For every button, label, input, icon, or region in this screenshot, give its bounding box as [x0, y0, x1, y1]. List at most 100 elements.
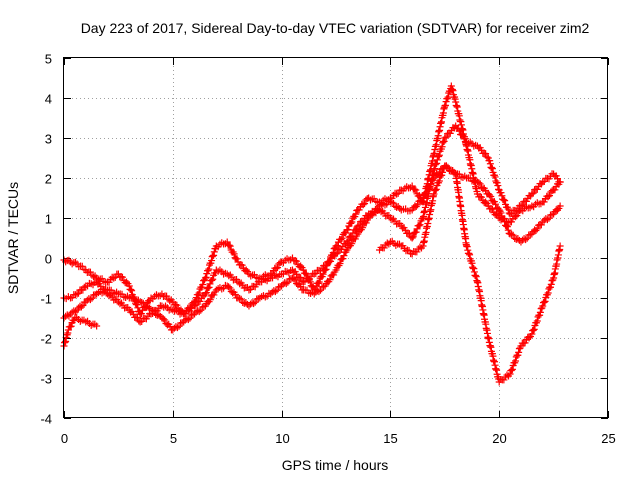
- data-point-fill: [163, 292, 171, 300]
- data-point-fill: [159, 315, 167, 323]
- data-point-fill: [166, 297, 174, 305]
- data-point-fill: [545, 214, 553, 222]
- data-point-fill: [492, 210, 500, 218]
- data-point-fill: [532, 227, 540, 235]
- data-point-fill: [431, 165, 439, 173]
- data-point-fill: [475, 179, 483, 187]
- data-point-fill: [88, 271, 96, 279]
- data-point-fill: [468, 259, 476, 267]
- data-point-fill: [71, 258, 79, 266]
- data-point-fill: [492, 200, 500, 208]
- data-point-fill: [242, 266, 250, 274]
- data-point-fill: [427, 180, 435, 188]
- data-markers: [60, 82, 564, 386]
- data-point-fill: [503, 203, 511, 211]
- data-point-fill: [533, 199, 541, 207]
- data-point-fill: [512, 357, 520, 365]
- data-point-fill: [390, 199, 398, 207]
- data-point-fill: [403, 183, 411, 191]
- data-point-fill: [551, 186, 559, 194]
- data-point-fill: [526, 204, 534, 212]
- data-point-fill: [205, 283, 213, 291]
- x-tick-label: 20: [492, 431, 506, 446]
- data-point: [528, 190, 536, 198]
- data-point-fill: [138, 298, 146, 306]
- data-point-fill: [315, 278, 323, 286]
- data-point-fill: [483, 153, 491, 161]
- data-point-fill: [282, 280, 290, 288]
- data-point-fill: [465, 249, 473, 257]
- data-point: [408, 234, 416, 242]
- data-point-fill: [487, 192, 495, 200]
- data-point-fill: [432, 185, 440, 193]
- data-point-fill: [525, 334, 533, 342]
- data-point-fill: [240, 299, 248, 307]
- data-point-fill: [470, 268, 478, 276]
- data-point-fill: [226, 284, 234, 292]
- data-point-fill: [442, 98, 450, 106]
- data-point-fill: [541, 297, 549, 305]
- data-point-fill: [316, 286, 324, 294]
- data-point: [332, 250, 340, 258]
- data-point-fill: [433, 159, 441, 167]
- data-point-fill: [504, 226, 512, 234]
- data-point-fill: [116, 300, 124, 308]
- data-point-fill: [336, 260, 344, 268]
- data-point-fill: [70, 307, 78, 315]
- data-point-fill: [339, 255, 347, 263]
- data-point-fill: [203, 270, 211, 278]
- data-point-fill: [192, 301, 200, 309]
- data-point-fill: [545, 285, 553, 293]
- x-tick-label: 0: [61, 431, 68, 446]
- data-point-fill: [274, 264, 282, 272]
- data-point-fill: [503, 371, 511, 379]
- data-point-fill: [500, 376, 508, 384]
- data-point: [556, 178, 564, 186]
- data-point-fill: [486, 160, 494, 168]
- data-point-fill: [394, 189, 402, 197]
- data-point-fill: [443, 95, 451, 103]
- data-point: [430, 166, 438, 174]
- data-point-fill: [338, 234, 346, 242]
- data-point-fill: [441, 101, 449, 109]
- data-point-fill: [127, 286, 135, 294]
- data-point-fill: [195, 308, 203, 316]
- data-point-fill: [312, 269, 320, 277]
- y-tick-label: 3: [45, 132, 52, 147]
- data-point-fill: [436, 173, 444, 181]
- data-point-fill: [75, 289, 83, 297]
- data-point-fill: [251, 298, 259, 306]
- data-point-fill: [273, 286, 281, 294]
- data-point: [125, 282, 133, 290]
- data-point-fill: [370, 209, 378, 217]
- data-point-fill: [463, 243, 471, 251]
- data-point-fill: [206, 296, 214, 304]
- data-point-fill: [501, 197, 509, 205]
- data-point-fill: [412, 186, 420, 194]
- data-point-fill: [237, 295, 245, 303]
- data-point: [539, 302, 547, 310]
- data-point-fill: [322, 261, 330, 269]
- data-point-fill: [411, 185, 419, 193]
- y-tick-label: -3: [40, 372, 52, 387]
- data-point-fill: [297, 262, 305, 270]
- data-point-fill: [523, 234, 531, 242]
- series-2: [60, 122, 564, 326]
- data-point-fill: [194, 291, 202, 299]
- data-point-fill: [80, 283, 88, 291]
- data-point-fill: [497, 189, 505, 197]
- data-point-fill: [315, 288, 323, 296]
- data-point-fill: [504, 205, 512, 213]
- data-point-fill: [297, 282, 305, 290]
- data-point-fill: [186, 314, 194, 322]
- data-point-fill: [396, 204, 404, 212]
- data-point-fill: [416, 221, 424, 229]
- data-point-fill: [482, 150, 490, 158]
- data-point-fill: [500, 196, 508, 204]
- data-point-fill: [233, 255, 241, 263]
- data-point-fill: [433, 156, 441, 164]
- data-point-fill: [250, 300, 258, 308]
- data-point-fill: [134, 304, 142, 312]
- data-point-fill: [414, 201, 422, 209]
